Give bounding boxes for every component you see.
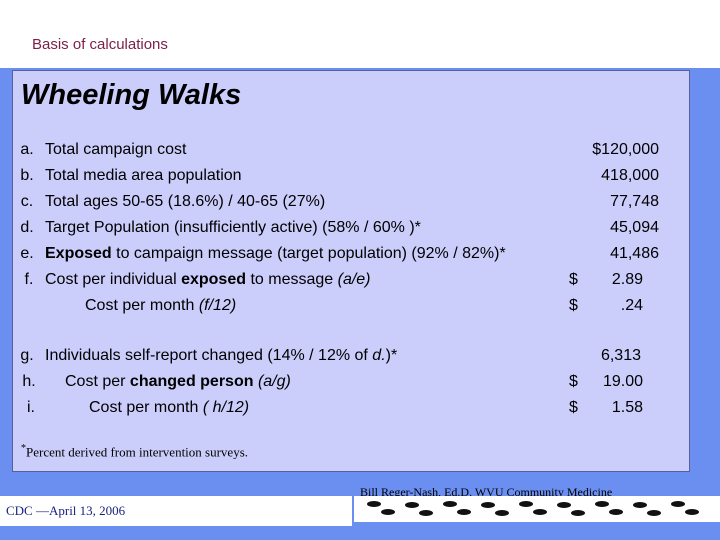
row-value: $120,000 bbox=[592, 141, 659, 158]
calculation-panel: Wheeling Walks a. Total campaign cost $1… bbox=[12, 70, 690, 472]
footprints-banner bbox=[354, 496, 720, 522]
row-letter: c. bbox=[20, 193, 34, 210]
row-desc-text: Cost per bbox=[65, 373, 130, 390]
row-value: 45,094 bbox=[610, 219, 659, 236]
row-f-month: Cost per month (f/12) $ .24 bbox=[13, 297, 689, 321]
row-letter: b. bbox=[20, 167, 34, 184]
emphasis-exposed: exposed bbox=[181, 271, 246, 288]
row-a: a. Total campaign cost $120,000 bbox=[13, 141, 689, 165]
row-letter: f. bbox=[24, 271, 34, 288]
row-letter: h. bbox=[22, 373, 36, 390]
row-desc: Cost per changed person (a/g) bbox=[65, 373, 291, 391]
row-d: d. Target Population (insufficiently act… bbox=[13, 219, 689, 243]
row-e: e. Exposed to campaign message (target p… bbox=[13, 245, 689, 269]
row-value: 418,000 bbox=[601, 167, 659, 184]
row-value: .24 bbox=[620, 297, 643, 314]
row-letter: e. bbox=[20, 245, 34, 262]
row-desc-rest: )* bbox=[385, 347, 398, 364]
panel-title: Wheeling Walks bbox=[21, 79, 242, 111]
row-desc-rest: to message bbox=[246, 271, 338, 288]
row-value: 6,313 bbox=[600, 347, 641, 364]
row-letter: i. bbox=[27, 399, 35, 416]
row-desc-text: Cost per month bbox=[89, 399, 203, 416]
row-desc: Exposed to campaign message (target popu… bbox=[45, 245, 506, 263]
footer-date: CDC —April 13, 2006 bbox=[6, 503, 126, 518]
row-desc: Cost per month ( h/12) bbox=[89, 399, 249, 417]
row-desc: Individuals self-report changed (14% / 1… bbox=[45, 347, 397, 365]
row-letter: a. bbox=[20, 141, 34, 158]
row-value: 19.00 bbox=[602, 373, 643, 390]
author-credit: Bill Reger-Nash, Ed.D. WVU Community Med… bbox=[360, 485, 613, 499]
row-formula: (f/12) bbox=[198, 297, 237, 314]
row-dollar: $ bbox=[569, 373, 578, 390]
row-formula: (a/g) bbox=[257, 373, 291, 390]
footnote: *Percent derived from intervention surve… bbox=[21, 443, 248, 460]
row-i: i. Cost per month ( h/12) $ 1.58 bbox=[13, 399, 689, 423]
emphasis-exposed: Exposed bbox=[45, 245, 112, 262]
row-formula: (a/e) bbox=[337, 271, 371, 288]
row-value: 1.58 bbox=[611, 399, 643, 416]
row-desc-rest: to campaign message (target population) … bbox=[111, 245, 506, 262]
row-formula: ( h/12) bbox=[202, 399, 250, 416]
row-desc-text: Cost per month bbox=[85, 297, 199, 314]
row-desc: Cost per individual exposed to message (… bbox=[45, 271, 371, 289]
slide-header: Basis of calculations bbox=[0, 0, 720, 68]
cdc-footer: CDC —April 13, 2006 bbox=[0, 496, 352, 526]
row-letter: g. bbox=[20, 347, 34, 364]
footnote-text: Percent derived from intervention survey… bbox=[26, 444, 249, 460]
emphasis-changed-person: changed person bbox=[129, 373, 254, 390]
footnote-mark: * bbox=[21, 443, 26, 454]
row-desc: Total ages 50-65 (18.6%) / 40-65 (27%) bbox=[45, 193, 326, 210]
row-c: c. Total ages 50-65 (18.6%) / 40-65 (27%… bbox=[13, 193, 689, 217]
footprints-icon bbox=[367, 501, 699, 516]
row-f: f. Cost per individual exposed to messag… bbox=[13, 271, 689, 295]
row-dollar: $ bbox=[569, 399, 578, 416]
row-desc: Target Population (insufficiently active… bbox=[45, 219, 421, 236]
row-h: h. Cost per changed person (a/g) $ 19.00 bbox=[13, 373, 689, 397]
row-desc-text: Individuals self-report changed (14% / 1… bbox=[45, 347, 373, 364]
row-desc: Total media area population bbox=[45, 167, 242, 184]
row-value: 41,486 bbox=[610, 245, 659, 262]
row-g: g. Individuals self-report changed (14% … bbox=[13, 347, 689, 371]
row-desc: Total campaign cost bbox=[45, 141, 187, 158]
row-letter: d. bbox=[20, 219, 34, 236]
row-desc: Cost per month (f/12) bbox=[85, 297, 236, 315]
row-desc-text: Cost per individual bbox=[45, 271, 182, 288]
row-dollar: $ bbox=[569, 297, 578, 314]
row-ref: d. bbox=[372, 347, 386, 364]
row-b: b. Total media area population 418,000 bbox=[13, 167, 689, 191]
row-value: 2.89 bbox=[611, 271, 643, 288]
header-caption: Basis of calculations bbox=[32, 36, 168, 53]
row-value: 77,748 bbox=[610, 193, 659, 210]
row-dollar: $ bbox=[569, 271, 578, 288]
